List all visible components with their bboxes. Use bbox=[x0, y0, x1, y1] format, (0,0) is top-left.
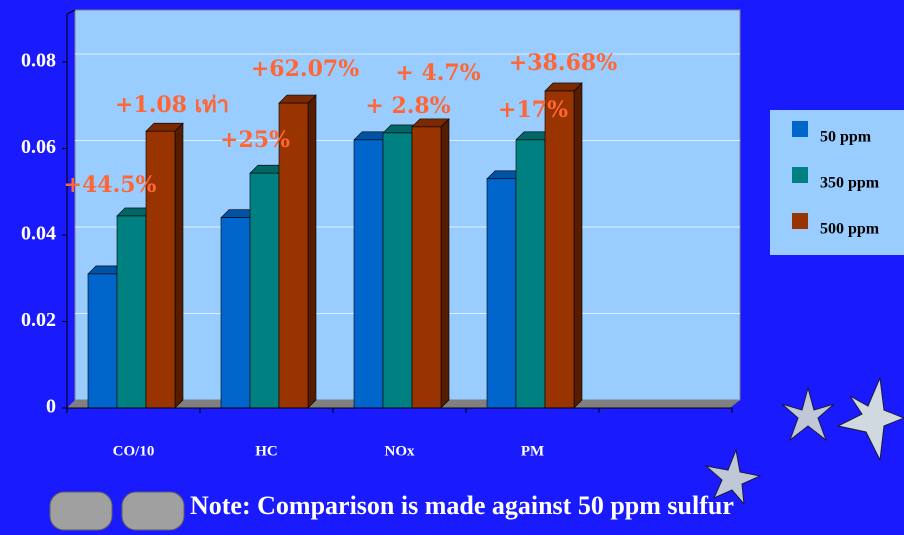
bar-face bbox=[573, 82, 583, 409]
bar-face bbox=[145, 130, 176, 409]
y-tick-label: 0.02 bbox=[21, 309, 56, 331]
legend-swatch bbox=[792, 121, 808, 137]
next-button[interactable] bbox=[121, 491, 185, 531]
bar-face bbox=[174, 122, 184, 409]
legend-label: 50 ppm bbox=[820, 129, 872, 146]
bar-face bbox=[544, 90, 575, 409]
star-decoration bbox=[836, 376, 904, 462]
y-tick-label: 0.06 bbox=[21, 136, 56, 158]
y-tick-label: 0 bbox=[46, 396, 56, 418]
bar-face bbox=[249, 172, 280, 409]
legend-swatch bbox=[792, 167, 808, 183]
bar-face bbox=[116, 215, 147, 409]
nav-buttons[interactable] bbox=[49, 491, 185, 531]
annotation: +1.08 เท่า bbox=[115, 92, 229, 118]
legend-swatch bbox=[792, 213, 808, 229]
prev-button[interactable] bbox=[49, 491, 113, 531]
bar-face bbox=[220, 217, 251, 409]
y-tick-label: 0.08 bbox=[21, 50, 56, 72]
legend-label: 500 ppm bbox=[820, 221, 880, 238]
annotation: + 2.8% bbox=[365, 93, 450, 119]
bar-face bbox=[411, 126, 442, 409]
bar-face bbox=[307, 94, 317, 409]
x-tick-label: NOx bbox=[385, 443, 416, 459]
bar-face bbox=[515, 139, 546, 409]
bar bbox=[411, 118, 450, 409]
annotation: + 4.7% bbox=[395, 60, 480, 86]
bar-face bbox=[87, 273, 118, 409]
annotation: +17% bbox=[498, 97, 568, 123]
x-tick-label: HC bbox=[255, 443, 278, 459]
y-tick-label: 0.04 bbox=[21, 223, 56, 245]
annotation: +62.07% bbox=[251, 56, 359, 82]
bar-face bbox=[382, 132, 413, 409]
star-decoration bbox=[781, 386, 835, 442]
axis-corner bbox=[66, 9, 76, 15]
bar-face bbox=[278, 102, 309, 409]
note: Note: Comparison is made against 50 ppm … bbox=[190, 491, 734, 520]
bar-face bbox=[353, 139, 384, 409]
annotation: +38.68% bbox=[509, 50, 617, 76]
legend-label: 350 ppm bbox=[820, 175, 880, 192]
x-tick-label: PM bbox=[521, 443, 544, 459]
bar bbox=[278, 94, 317, 409]
star-decoration bbox=[704, 448, 762, 506]
annotation: +25% bbox=[220, 127, 290, 153]
annotation: +44.5% bbox=[64, 172, 157, 198]
bar-face bbox=[440, 118, 450, 409]
x-tick-label: CO/10 bbox=[113, 443, 155, 459]
bar bbox=[145, 122, 184, 409]
bar-face bbox=[486, 178, 517, 409]
bar bbox=[544, 82, 583, 409]
